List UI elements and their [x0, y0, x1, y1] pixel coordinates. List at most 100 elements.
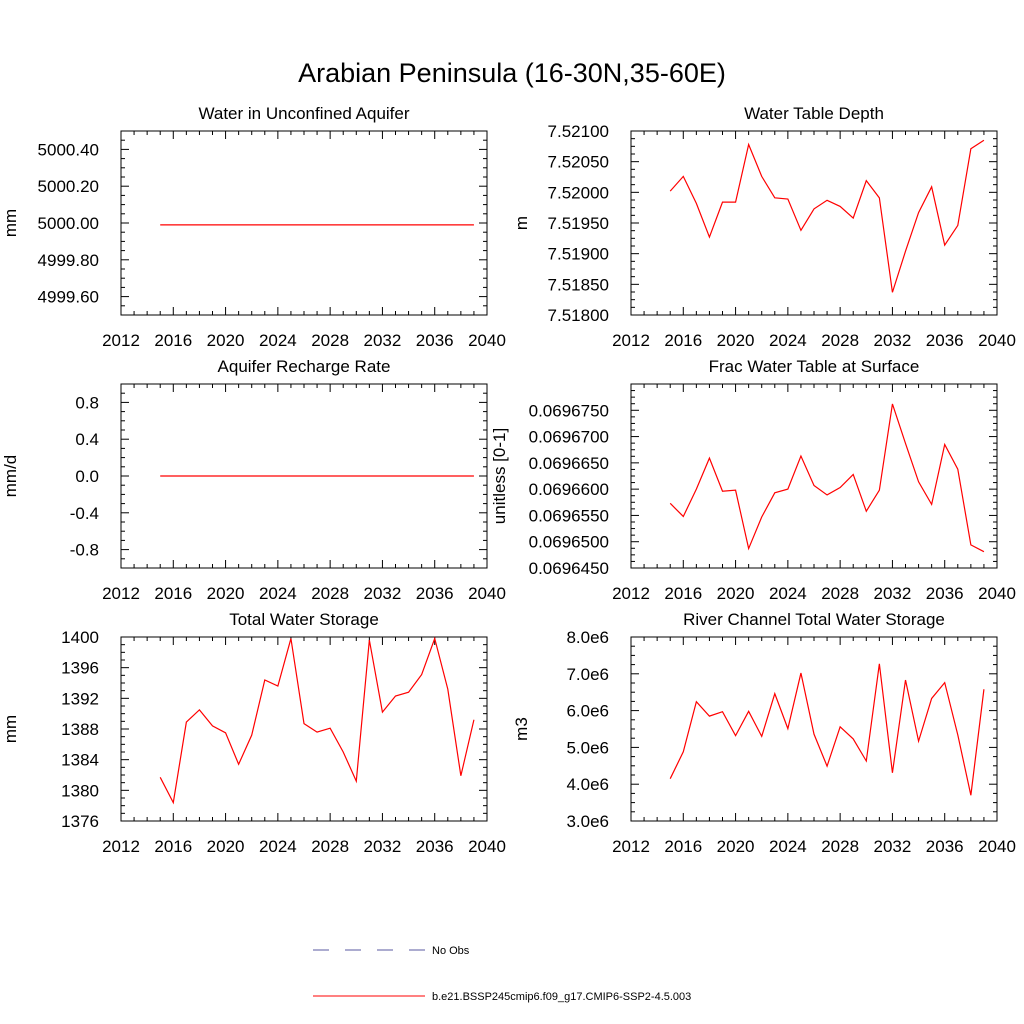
- data-point: [931, 186, 932, 187]
- legend-label: b.e21.BSSP245cmip6.f09_g17.CMIP6-SSP2-4.…: [432, 991, 691, 1003]
- data-point: [330, 728, 331, 729]
- data-point: [447, 689, 448, 690]
- data-point: [173, 224, 174, 225]
- legend-label: No Obs: [432, 945, 470, 957]
- y-tick-label: 0.0696650: [529, 454, 609, 473]
- data-point: [369, 639, 370, 640]
- figure-title: Arabian Peninsula (16-30N,35-60E): [298, 58, 726, 88]
- x-tick-label: 2028: [821, 331, 859, 350]
- x-tick-label: 2012: [102, 584, 140, 603]
- y-tick-label: 5000.20: [38, 177, 99, 196]
- y-axis-label: mm: [1, 715, 20, 743]
- x-tick-label: 2024: [769, 331, 807, 350]
- y-axis-label: m3: [512, 717, 531, 741]
- data-point: [251, 224, 252, 225]
- x-tick-label: 2020: [717, 584, 755, 603]
- data-point: [343, 224, 344, 225]
- data-point: [709, 716, 710, 717]
- data-point: [421, 674, 422, 675]
- y-tick-label: 4999.60: [38, 288, 99, 307]
- y-tick-label: 0.4: [75, 430, 99, 449]
- x-tick-label: 2036: [926, 837, 964, 856]
- series-line: [669, 139, 985, 293]
- x-tick-label: 2040: [468, 584, 506, 603]
- data-point: [238, 475, 239, 476]
- data-point: [931, 698, 932, 699]
- data-point: [408, 692, 409, 693]
- data-point: [473, 224, 474, 225]
- data-point: [434, 475, 435, 476]
- data-point: [225, 475, 226, 476]
- data-point: [670, 778, 671, 779]
- data-point: [408, 475, 409, 476]
- data-point: [892, 403, 893, 404]
- data-point: [826, 766, 827, 767]
- x-tick-label: 2032: [364, 584, 402, 603]
- data-point: [709, 237, 710, 238]
- data-point: [722, 202, 723, 203]
- data-point: [826, 200, 827, 201]
- y-tick-label: 0.8: [75, 393, 99, 412]
- data-point: [251, 735, 252, 736]
- data-point: [683, 176, 684, 177]
- panel-title: River Channel Total Water Storage: [683, 610, 945, 629]
- data-point: [905, 679, 906, 680]
- y-tick-label: 1400: [61, 628, 99, 647]
- y-tick-label: 0.0696700: [529, 428, 609, 447]
- data-point: [709, 458, 710, 459]
- data-point: [670, 191, 671, 192]
- x-tick-label: 2032: [874, 837, 912, 856]
- y-tick-label: 7.51900: [548, 245, 609, 264]
- data-point: [892, 292, 893, 293]
- data-point: [199, 224, 200, 225]
- y-tick-label: 0.0696550: [529, 506, 609, 525]
- data-point: [748, 711, 749, 712]
- data-point: [879, 490, 880, 491]
- data-point: [395, 695, 396, 696]
- data-point: [761, 176, 762, 177]
- panel-total-water-storage: Total Water Storage mm 2012 2016 2020 2024 202…: [1, 610, 506, 856]
- y-tick-label: 7.51850: [548, 275, 609, 294]
- data-point: [761, 736, 762, 737]
- data-point: [277, 224, 278, 225]
- data-point: [957, 469, 958, 470]
- data-point: [683, 516, 684, 517]
- panel-river-channel-total-water-storage: River Channel Total Water Storage m3 2012 2…: [512, 610, 1016, 856]
- y-tick-label: 6.0e6: [566, 702, 609, 721]
- data-point: [813, 734, 814, 735]
- data-point: [970, 795, 971, 796]
- data-point: [225, 732, 226, 733]
- y-tick-label: 0.0696500: [529, 533, 609, 552]
- y-tick-label: 1392: [61, 689, 99, 708]
- data-point: [892, 772, 893, 773]
- data-point: [277, 475, 278, 476]
- x-tick-label: 2016: [664, 837, 702, 856]
- data-point: [369, 224, 370, 225]
- y-tick-label: 3.0e6: [566, 812, 609, 831]
- data-point: [173, 475, 174, 476]
- data-point: [316, 475, 317, 476]
- data-point: [303, 475, 304, 476]
- data-point: [369, 475, 370, 476]
- plot-frame: [630, 130, 998, 316]
- data-point: [866, 760, 867, 761]
- data-point: [774, 693, 775, 694]
- data-point: [748, 548, 749, 549]
- data-point: [277, 685, 278, 686]
- y-tick-label: 7.52000: [548, 183, 609, 202]
- data-point: [840, 487, 841, 488]
- x-tick-label: 2012: [102, 837, 140, 856]
- data-point: [957, 225, 958, 226]
- x-tick-label: 2016: [154, 584, 192, 603]
- x-tick-label: 2036: [926, 331, 964, 350]
- y-axis-label: unitless [0-1]: [490, 428, 509, 524]
- series-line: [669, 663, 985, 796]
- x-tick-label: 2040: [468, 837, 506, 856]
- data-point: [918, 741, 919, 742]
- data-point: [853, 217, 854, 218]
- x-tick-label: 2012: [612, 331, 650, 350]
- data-point: [238, 764, 239, 765]
- data-point: [382, 712, 383, 713]
- data-point: [473, 719, 474, 720]
